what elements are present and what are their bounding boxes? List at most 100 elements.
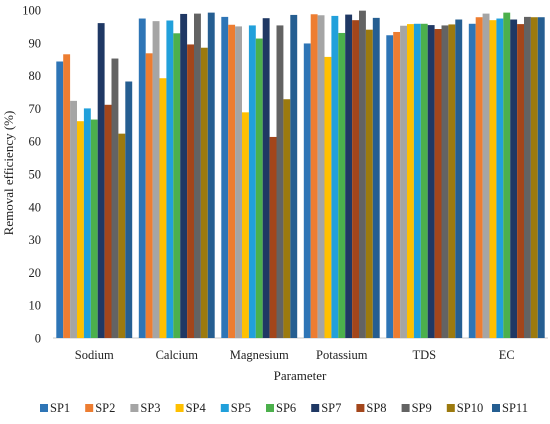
legend-swatch — [220, 404, 229, 412]
x-tick-label: Potassium — [316, 348, 368, 362]
bar-sp6-potassium — [338, 32, 346, 339]
bar-sp9-ec — [524, 16, 531, 338]
bar-sp11-calcium — [207, 12, 215, 339]
legend-swatch — [446, 404, 455, 412]
bar-sp6-ec — [503, 12, 511, 339]
bar-sp3-calcium — [152, 21, 160, 339]
legend-swatch — [311, 404, 320, 412]
bar-sp9-potassium — [359, 10, 366, 338]
legend-label: SP1 — [50, 401, 70, 415]
bar-sp7-sodium — [97, 23, 105, 339]
bar-sp1-tds — [386, 35, 394, 338]
legend-label: SP5 — [231, 401, 251, 415]
bar-sp4-tds — [407, 24, 414, 338]
y-tick-label: 0 — [35, 332, 41, 346]
bar-sp5-ec — [496, 18, 504, 339]
legend-label: SP8 — [366, 401, 386, 415]
bar-sp6-calcium — [173, 33, 181, 338]
bar-sp1-ec — [468, 23, 476, 339]
y-axis-ticks: 0 10 20 30 40 50 60 70 80 90 100 — [22, 4, 41, 346]
bar-sp7-potassium — [345, 14, 353, 339]
bar-sp11-tds — [455, 19, 463, 338]
legend-label: SP2 — [95, 401, 115, 415]
bar-sp8-tds — [434, 29, 442, 339]
legend-swatch — [85, 404, 94, 412]
bar-sp7-tds — [427, 25, 435, 339]
x-tick-label: Sodium — [75, 348, 114, 362]
legend-item-sp2: SP2 — [85, 401, 115, 415]
bar-sp7-magnesium — [262, 18, 270, 338]
y-tick-label: 20 — [29, 266, 42, 280]
x-tick-label: Calcium — [156, 348, 199, 362]
y-tick-label: 30 — [29, 233, 42, 247]
legend-label: SP3 — [140, 401, 160, 415]
bar-sp3-magnesium — [235, 26, 242, 339]
legend-label: SP11 — [502, 401, 528, 415]
legend-label: SP6 — [276, 401, 296, 415]
bar-sp5-calcium — [166, 20, 174, 338]
bar-sp4-potassium — [324, 56, 332, 339]
bar-sp1-potassium — [303, 43, 311, 339]
legend-label: SP7 — [321, 401, 341, 415]
bar-sp11-sodium — [125, 81, 133, 338]
bar-sp9-magnesium — [276, 25, 284, 338]
legend-swatch — [401, 404, 410, 412]
legend: SP1 SP2 SP3 SP4 SP5 SP6 SP7 SP8 SP9 SP10 SP11 — [40, 401, 528, 415]
bar-sp5-tds — [413, 23, 421, 339]
bar-sp9-tds — [441, 25, 449, 338]
bar-sp10-potassium — [365, 29, 373, 339]
legend-swatch — [130, 404, 139, 412]
y-tick-label: 100 — [22, 4, 41, 18]
bar-sp8-magnesium — [269, 136, 277, 338]
bar-sp10-calcium — [200, 47, 208, 338]
bar-sp8-sodium — [104, 104, 112, 338]
y-tick-label: 70 — [29, 102, 42, 116]
legend-swatch — [356, 404, 365, 412]
bar-sp11-potassium — [372, 17, 380, 339]
y-tick-label: 80 — [29, 69, 42, 83]
bar-sp5-potassium — [331, 15, 339, 339]
x-axis-title: Parameter — [274, 368, 327, 383]
bar-sp1-magnesium — [221, 16, 229, 338]
bar-sp1-calcium — [138, 18, 146, 339]
bar-sp8-calcium — [187, 44, 194, 338]
bar-sp1-sodium — [56, 61, 64, 338]
legend-item-sp11: SP11 — [492, 401, 528, 415]
bars — [56, 10, 545, 339]
bar-sp10-sodium — [118, 133, 126, 338]
bar-sp2-tds — [393, 31, 401, 338]
bar-sp11-magnesium — [290, 14, 298, 338]
bar-sp6-tds — [420, 23, 428, 339]
legend-item-sp10: SP10 — [446, 401, 483, 415]
bar-sp8-potassium — [352, 20, 359, 338]
bar-sp4-calcium — [159, 78, 167, 338]
bar-sp6-magnesium — [255, 38, 263, 338]
legend-item-sp9: SP9 — [401, 401, 432, 415]
bar-sp5-sodium — [83, 108, 91, 339]
x-axis-ticks: Sodium Calcium Magnesium Potassium TDS EC — [75, 348, 515, 362]
bar-sp6-sodium — [90, 119, 98, 338]
bar-sp8-ec — [517, 24, 524, 338]
y-tick-label: 10 — [29, 299, 42, 313]
legend-item-sp7: SP7 — [311, 401, 341, 415]
bar-sp2-calcium — [145, 53, 153, 339]
bar-sp10-magnesium — [283, 99, 291, 338]
bar-sp3-ec — [482, 13, 490, 339]
legend-swatch — [492, 404, 500, 412]
legend-item-sp5: SP5 — [220, 401, 251, 415]
bar-sp3-sodium — [70, 100, 77, 338]
legend-swatch — [266, 404, 274, 412]
y-tick-label: 50 — [29, 168, 42, 182]
bar-sp2-ec — [475, 17, 483, 338]
bar-sp2-potassium — [310, 14, 318, 338]
bar-sp10-tds — [448, 24, 456, 339]
y-axis-title: Removal efficiency (%) — [1, 111, 16, 236]
legend-item-sp8: SP8 — [356, 401, 387, 415]
bar-sp4-ec — [489, 20, 497, 338]
bar-sp11-ec — [537, 17, 545, 338]
x-tick-label: EC — [499, 348, 515, 362]
y-tick-label: 90 — [29, 36, 42, 50]
bar-sp7-calcium — [180, 13, 188, 338]
legend-label: SP9 — [412, 401, 432, 415]
